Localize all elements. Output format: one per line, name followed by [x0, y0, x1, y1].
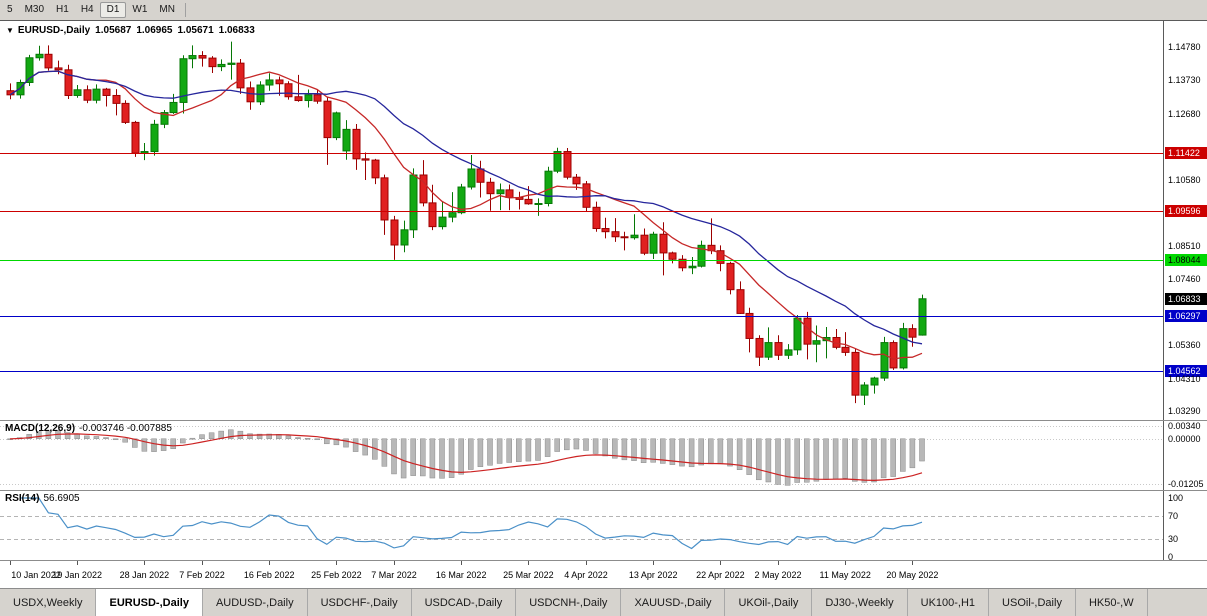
timeframe-button-d1[interactable]: D1	[99, 2, 127, 18]
chart-marker-icon: ▼	[6, 26, 14, 35]
chart-tabs-bar: USDX,Weekly EURUSD-,Daily AUDUSD-,Daily USD…	[0, 588, 1207, 616]
rsi-value: 56.6905	[43, 493, 80, 504]
macd-label: MACD(12,26,9) -0.003746 -0.007885	[5, 423, 172, 434]
date-tick	[336, 561, 337, 565]
rsi-label: RSI(14) 56.6905	[5, 493, 80, 504]
price-level-badge: 1.06297	[1165, 309, 1207, 322]
date-label: 10 Jan 2022	[11, 570, 61, 580]
date-tick	[144, 561, 145, 565]
macd-axis-label: 0.00000	[1168, 433, 1201, 444]
ohlc-high: 1.06965	[136, 25, 173, 36]
price-axis-label: 1.04310	[1168, 373, 1201, 384]
date-label: 25 Mar 2022	[503, 570, 554, 580]
timeframe-button-h4[interactable]: H4	[80, 4, 94, 15]
rsi-axis-label: 70	[1168, 510, 1179, 521]
price-chart-panel[interactable]	[0, 21, 1163, 420]
price-axis-column[interactable]: 1.14780 1.13730 1.12680 1.11422 1.10580 1.095…	[1163, 21, 1207, 562]
chart-tab-dj30-weekly[interactable]: DJ30-,Weekly	[812, 589, 908, 616]
date-label: 25 Feb 2022	[311, 570, 362, 580]
toolbar-separator	[184, 3, 186, 17]
date-tick	[778, 561, 779, 565]
date-tick	[528, 561, 529, 565]
date-label: 13 Apr 2022	[628, 570, 678, 580]
date-label: 7 Feb 2022	[179, 570, 225, 580]
price-level-badge: 1.08044	[1165, 254, 1207, 267]
date-label: 4 Apr 2022	[564, 570, 608, 580]
rsi-axis-label: 100	[1168, 493, 1184, 503]
rsi-label-text: RSI(14)	[5, 493, 40, 504]
timeframe-button-m30[interactable]: M30	[24, 4, 45, 15]
timeframe-button-w1[interactable]: W1	[132, 4, 148, 15]
macd-axis-label: 0.00340	[1168, 421, 1201, 431]
date-tick	[461, 561, 462, 565]
chart-tab-xauusd-daily[interactable]: XAUUSD-,Daily	[621, 589, 726, 616]
rsi-axis-label: 30	[1168, 534, 1179, 545]
timeframe-toolbar: 5 M30 H1 H4 D1 W1 MN	[0, 0, 1207, 20]
timeframe-button-mn[interactable]: MN	[159, 4, 175, 15]
price-level-badge: 1.11422	[1165, 147, 1207, 160]
ohlc-low: 1.05671	[177, 25, 214, 36]
date-tick	[912, 561, 913, 565]
price-level-badge: 1.06833	[1165, 292, 1207, 305]
price-level-badge: 1.04562	[1165, 364, 1207, 377]
macd-axis-label: -0.01205	[1168, 478, 1204, 489]
chart-tab-hk50-w[interactable]: HK50-,W	[1075, 589, 1148, 616]
date-label: 2 May 2022	[754, 570, 802, 580]
price-level-badge: 1.09596	[1165, 205, 1207, 218]
date-label: 19 Jan 2022	[52, 570, 102, 580]
macd-values: -0.003746 -0.007885	[79, 423, 172, 434]
date-tick	[202, 561, 203, 565]
date-label: 20 May 2022	[886, 570, 939, 580]
date-tick	[586, 561, 587, 565]
chart-window-top-border	[0, 20, 1207, 21]
date-label: 22 Apr 2022	[696, 570, 745, 580]
chart-tab-ukoil-daily[interactable]: UKOil-,Daily	[725, 589, 813, 616]
date-label: 28 Jan 2022	[119, 570, 170, 580]
date-label: 11 May 2022	[819, 570, 871, 580]
macd-panel-divider[interactable]	[0, 420, 1207, 421]
ohlc-open: 1.05687	[95, 25, 132, 36]
price-axis-label: 1.14780	[1168, 42, 1201, 52]
price-axis-label: 1.03290	[1168, 406, 1201, 416]
price-axis-label: 1.10580	[1168, 175, 1201, 186]
date-tick	[394, 561, 395, 565]
date-tick	[653, 561, 654, 565]
rsi-panel-divider[interactable]	[0, 490, 1207, 491]
chart-tab-audusd-daily[interactable]: AUDUSD-,Daily	[202, 589, 308, 616]
chart-tab-uk100-h1[interactable]: UK100-,H1	[907, 589, 990, 616]
price-axis-label: 1.05360	[1168, 340, 1201, 351]
date-label: 16 Mar 2022	[435, 570, 487, 580]
rsi-axis-label: 0	[1168, 552, 1174, 562]
date-axis[interactable]: 10 Jan 2022 19 Jan 2022 28 Jan 2022 7 Feb 2…	[0, 560, 1207, 588]
chart-tab-usdcad-daily[interactable]: USDCAD-,Daily	[411, 589, 517, 616]
chart-symbol-period: EURUSD-,Daily	[17, 25, 91, 36]
date-tick	[845, 561, 846, 565]
timeframe-button-5[interactable]: 5	[7, 4, 13, 15]
macd-panel[interactable]	[0, 420, 1163, 490]
chart-tab-usdx-weekly[interactable]: USDX,Weekly	[0, 589, 97, 616]
chart-tab-eurusd-daily[interactable]: EURUSD-,Daily	[96, 589, 203, 616]
chart-tab-usoil-daily[interactable]: USOil-,Daily	[989, 589, 1076, 616]
date-label: 16 Feb 2022	[243, 570, 295, 580]
date-tick	[720, 561, 721, 565]
ohlc-close: 1.06833	[218, 25, 255, 36]
date-tick	[77, 561, 78, 565]
chart-tab-usdcnh-daily[interactable]: USDCNH-,Daily	[516, 589, 622, 616]
price-axis-label: 1.13730	[1168, 75, 1201, 86]
date-tick	[10, 561, 11, 565]
timeframe-buttons: 5 M30 H1 H4 D1 W1 MN	[1, 0, 181, 20]
chart-tab-usdchf-daily[interactable]: USDCHF-,Daily	[307, 589, 412, 616]
price-axis-label: 1.12680	[1168, 108, 1201, 119]
price-axis-label: 1.08510	[1168, 240, 1201, 251]
chart-title: ▼ EURUSD-,Daily 1.05687 1.06965 1.05671 1.068…	[6, 25, 255, 36]
rsi-panel[interactable]	[0, 490, 1163, 560]
date-label: 7 Mar 2022	[371, 570, 417, 580]
date-tick	[269, 561, 270, 565]
price-axis-label: 1.07460	[1168, 273, 1201, 284]
macd-label-text: MACD(12,26,9)	[5, 423, 76, 434]
timeframe-button-h1[interactable]: H1	[56, 4, 69, 15]
